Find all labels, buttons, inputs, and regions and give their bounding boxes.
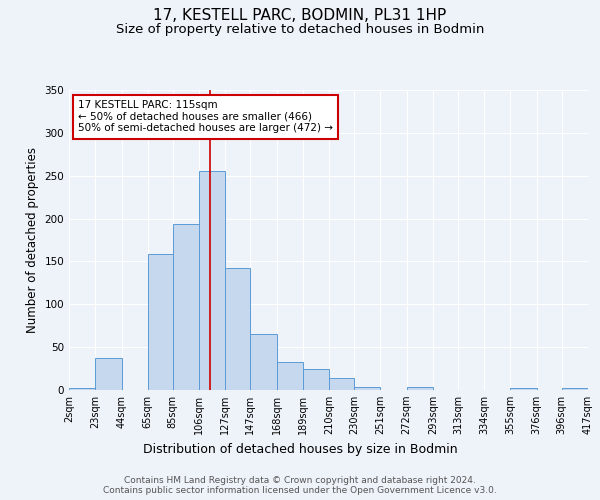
Text: 17, KESTELL PARC, BODMIN, PL31 1HP: 17, KESTELL PARC, BODMIN, PL31 1HP (154, 8, 446, 22)
Bar (173, 224, 199, 390)
Text: Contains HM Land Registry data © Crown copyright and database right 2024.
Contai: Contains HM Land Registry data © Crown c… (103, 476, 497, 495)
Bar (562, 388, 588, 390)
Bar (329, 378, 354, 390)
Bar (226, 268, 250, 390)
Bar (303, 370, 329, 390)
Text: Distribution of detached houses by size in Bodmin: Distribution of detached houses by size … (143, 442, 457, 456)
Bar (148, 254, 173, 390)
Bar (407, 386, 433, 390)
Bar (69, 388, 95, 390)
Bar (250, 334, 277, 390)
Bar (354, 386, 380, 390)
Text: Size of property relative to detached houses in Bodmin: Size of property relative to detached ho… (116, 22, 484, 36)
Bar (95, 358, 122, 390)
Bar (199, 172, 226, 390)
Y-axis label: Number of detached properties: Number of detached properties (26, 147, 39, 333)
Bar (277, 362, 303, 390)
Text: 17 KESTELL PARC: 115sqm
← 50% of detached houses are smaller (466)
50% of semi-d: 17 KESTELL PARC: 115sqm ← 50% of detache… (78, 100, 333, 134)
Bar (511, 388, 537, 390)
